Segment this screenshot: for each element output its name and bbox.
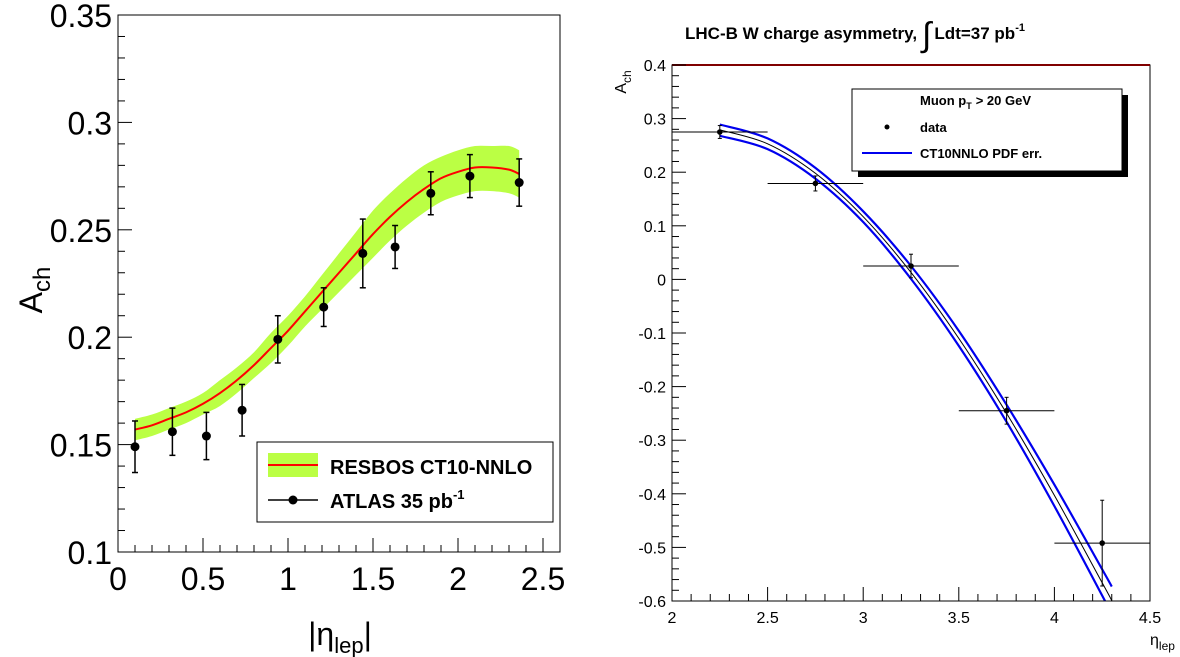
left-data-point-9 <box>465 171 475 181</box>
left-data-point-1 <box>167 427 177 437</box>
right-chart-title: LHC-B W charge asymmetry, ∫ Ldt=37 pb-1 <box>685 16 1025 54</box>
left-x-tick-label: 2 <box>449 561 467 597</box>
left-data-points <box>130 153 524 474</box>
left-data-point-4 <box>273 334 283 344</box>
right-data-point-1 <box>812 180 819 187</box>
left-y-axis-label: Ach <box>13 267 56 314</box>
left-y-tick-label: 0.2 <box>68 320 112 356</box>
left-data-point-3 <box>237 405 247 415</box>
left-x-axis: 0 0.5 1 1.5 2 2.5 <box>109 538 565 597</box>
right-legend-header-tail: > 20 GeV <box>976 93 1032 108</box>
right-y-tick-label: 0 <box>657 272 666 289</box>
right-legend-header: Muon pT > 20 GeV <box>920 93 1031 111</box>
right-legend: Muon pT > 20 GeV data CT10NNLO PDF err. <box>851 88 1128 177</box>
svg-text:Ach: Ach <box>13 267 56 314</box>
right-ylabel-main: A <box>613 83 630 94</box>
left-legend-data-label: ATLAS 35 pb-1 <box>330 487 465 513</box>
left-legend-data-sup: -1 <box>453 487 465 502</box>
right-central-curve <box>719 129 1113 601</box>
left-x-tick-label: 1 <box>279 561 297 597</box>
right-y-tick-label: -0.6 <box>638 594 666 611</box>
right-data-point-3 <box>1003 407 1010 414</box>
right-y-axis-label: Ach <box>613 70 634 93</box>
left-data-point-2 <box>201 431 211 441</box>
left-y-tick-label: 0.15 <box>50 428 112 464</box>
right-xlabel-sub: lep <box>1159 639 1175 653</box>
right-data-point-4 <box>1099 540 1105 546</box>
right-x-tick-label: 2.5 <box>756 610 778 627</box>
right-y-tick-label: 0.2 <box>644 165 666 182</box>
left-y-tick-label: 0.25 <box>50 213 112 249</box>
left-theory-band-area <box>135 145 520 441</box>
right-pdf-lower-curve <box>719 134 1107 601</box>
right-title-integral: ∫ <box>920 16 933 54</box>
left-legend-data-name: ATLAS 35 pb <box>330 491 453 513</box>
right-y-tick-label: 0.3 <box>644 112 666 129</box>
left-data-point-5 <box>319 302 329 312</box>
right-legend-data-marker <box>884 124 890 130</box>
left-data-point-6 <box>358 248 368 258</box>
right-data-point-0 <box>717 129 723 135</box>
left-xlabel-main: |η <box>308 616 334 652</box>
right-y-tick-label: -0.5 <box>638 540 666 557</box>
right-legend-data-label: data <box>920 120 948 135</box>
left-legend-data-marker <box>288 495 298 505</box>
left-theory-curve <box>134 166 520 431</box>
right-y-tick-label: -0.4 <box>638 487 666 504</box>
left-ylabel-main: A <box>13 291 49 313</box>
right-data-points <box>672 125 1150 587</box>
left-chart: 0.1 0.15 0.2 0.25 0.3 0.35 0 0.5 1 1.5 2 2.5 Ach |… <box>13 0 565 657</box>
right-legend-header-sub: T <box>966 101 972 111</box>
right-pdf-upper-curve <box>719 123 1113 588</box>
left-x-tick-label: 0.5 <box>181 561 225 597</box>
left-theory-band <box>135 145 520 441</box>
right-x-tick-label: 4.5 <box>1139 610 1161 627</box>
left-data-point-0 <box>130 442 140 452</box>
left-data-point-8 <box>426 188 436 198</box>
right-y-axis: -0.6 -0.5 -0.4 -0.3 -0.2 -0.1 0 0.1 0.2 0.3 0.4 <box>638 58 686 611</box>
right-x-tick-label: 2 <box>668 610 677 627</box>
left-data-point-7 <box>390 242 400 252</box>
right-data-point-2 <box>908 263 914 269</box>
left-xlabel-tail: | <box>364 616 372 652</box>
left-theory-central-line <box>134 166 520 431</box>
left-legend: RESBOS CT10-NNLO ATLAS 35 pb-1 <box>256 441 554 523</box>
right-title-tail: Ldt=37 pb <box>934 24 1015 43</box>
left-y-axis: 0.1 0.15 0.2 0.25 0.3 0.35 <box>50 0 132 571</box>
right-x-tick-label: 4 <box>1050 610 1059 627</box>
right-ylabel-sub: ch <box>620 70 634 83</box>
left-y-tick-label: 0.35 <box>50 0 112 34</box>
svg-text:Ach: Ach <box>613 70 634 93</box>
right-legend-box <box>851 88 1123 172</box>
right-chart: LHC-B W charge asymmetry, ∫ Ldt=37 pb-1 -0… <box>613 16 1175 653</box>
left-y-tick-label: 0.1 <box>68 535 112 571</box>
right-x-axis: 2 2.5 3 3.5 4 4.5 <box>668 587 1161 627</box>
right-xlabel-main: η <box>1150 632 1159 649</box>
right-title-main: LHC-B W charge asymmetry, <box>685 24 917 43</box>
left-xlabel-sub: lep <box>334 633 363 657</box>
right-x-tick-label: 3.5 <box>948 610 970 627</box>
left-ylabel-sub: ch <box>29 267 56 292</box>
right-title-sup: -1 <box>1015 22 1025 34</box>
right-y-tick-label: 0.4 <box>644 58 666 75</box>
right-y-tick-label: -0.3 <box>638 433 666 450</box>
right-y-tick-label: 0.1 <box>644 219 666 236</box>
left-x-tick-label: 0 <box>109 561 127 597</box>
left-x-tick-label: 1.5 <box>351 561 395 597</box>
left-x-tick-label: 2.5 <box>521 561 565 597</box>
left-legend-theory-label: RESBOS CT10-NNLO <box>330 457 532 479</box>
left-data-point-10 <box>514 178 524 188</box>
right-y-tick-label: -0.1 <box>638 326 666 343</box>
right-pdf-curves <box>719 123 1113 601</box>
left-x-axis-label: |ηlep| <box>308 616 372 657</box>
left-y-tick-label: 0.3 <box>68 105 112 141</box>
right-x-tick-label: 3 <box>859 610 868 627</box>
right-y-tick-label: -0.2 <box>638 380 666 397</box>
right-legend-pdf-label: CT10NNLO PDF err. <box>920 146 1042 161</box>
right-legend-header-main: Muon p <box>920 93 966 108</box>
right-x-axis-label: ηlep <box>1150 632 1175 653</box>
